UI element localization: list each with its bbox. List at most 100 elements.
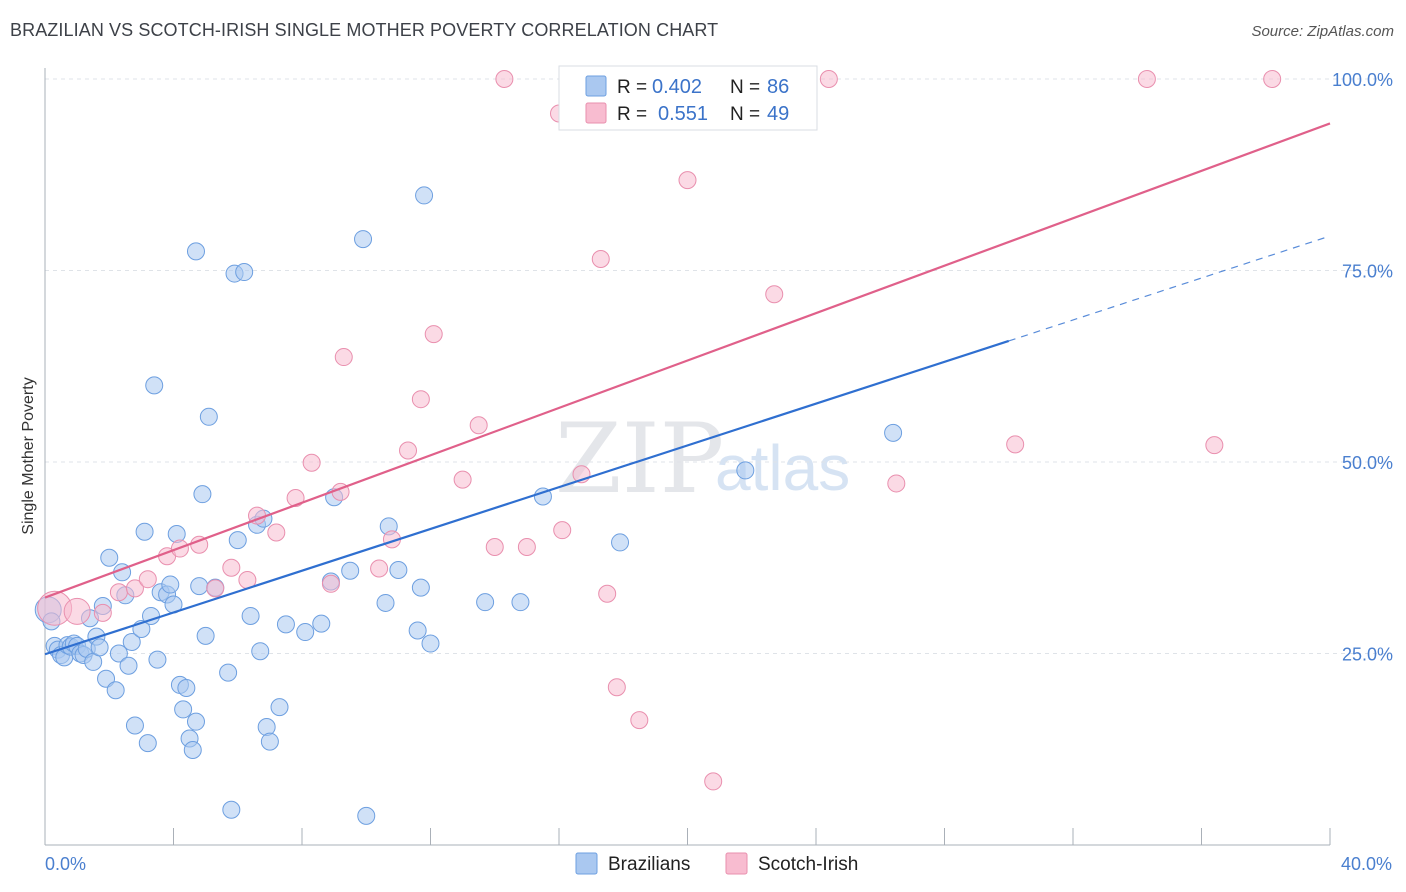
brazilians-point-32 — [148, 650, 167, 669]
trend-lines — [44, 122, 1331, 656]
scotch-irish-point-32 — [591, 250, 610, 269]
y-tick-label-25: 25.0% — [1342, 645, 1393, 665]
scotch-irish-point-19 — [370, 559, 389, 578]
scotch-irish-point-15 — [302, 453, 321, 472]
y-tick-label-50: 50.0% — [1342, 453, 1393, 473]
data-points — [34, 70, 1282, 825]
brazilians-point-29 — [138, 734, 157, 753]
brazilians-point-48 — [199, 407, 218, 426]
scotch-irish-point-24 — [453, 470, 472, 489]
y-tick-label-75: 75.0% — [1342, 262, 1393, 282]
legend-n-value-scotch-irish: 49 — [767, 103, 789, 125]
scotch-irish-point-45 — [1205, 436, 1224, 455]
brazilians-point-21 — [109, 644, 128, 663]
brazilians-point-24 — [119, 656, 138, 675]
brazilians-point-37 — [167, 525, 186, 544]
chart-source: Source: ZipAtlas.com — [1251, 23, 1394, 40]
legend-r-value-brazilians: 0.402 — [652, 76, 702, 98]
scotch-irish-point-3 — [109, 583, 128, 602]
brazilians-point-55 — [241, 606, 260, 625]
scotch-irish-point-5 — [138, 570, 157, 589]
scotch-irish-point-18 — [334, 348, 353, 367]
scotch-irish-point-4 — [125, 579, 144, 598]
brazilians-point-35 — [161, 575, 180, 594]
brazilians-point-74 — [411, 578, 430, 597]
scotch-irish-point-10 — [222, 558, 241, 577]
scotch-irish-point-40 — [765, 285, 784, 304]
legend-bottom: Brazilians Scotch-Irish — [575, 852, 858, 875]
scotch-irish-point-43 — [1006, 435, 1025, 454]
brazilians-point-75 — [421, 634, 440, 653]
brazilians-point-72 — [389, 561, 408, 580]
scotch-irish-point-14 — [286, 489, 305, 508]
x-tick-label-min: 0.0% — [45, 854, 86, 874]
brazilians-point-79 — [533, 487, 552, 506]
brazilians-point-76 — [415, 186, 434, 205]
scotch-irish-point-46 — [1263, 70, 1282, 88]
watermark-atlas: atlas — [715, 432, 850, 504]
brazilians-point-70 — [376, 593, 395, 612]
brazilians-point-59 — [257, 718, 276, 737]
brazilians-point-77 — [476, 593, 495, 612]
brazilians-point-43 — [186, 712, 205, 731]
brazilians-point-45 — [186, 242, 205, 261]
brazilians-point-31 — [145, 376, 164, 395]
bottom-legend-label-brazilians: Brazilians — [608, 854, 690, 875]
legend-top: R = 0.402 N = 86 R = 0.551 N = 49 — [558, 65, 818, 131]
brazilians-point-42 — [183, 741, 202, 760]
brazilians-point-44 — [190, 577, 209, 596]
legend-r-value-scotch-irish: 0.551 — [658, 103, 708, 125]
brazilians-point-53 — [228, 531, 247, 550]
scotch-irish-point-22 — [411, 390, 430, 409]
scotch-irish-point-41 — [819, 70, 838, 88]
legend-swatch-scotch-irish — [585, 102, 607, 124]
y-tick-labels: 25.0% 50.0% 75.0% 100.0% — [1332, 70, 1393, 665]
brazilians-point-57 — [251, 642, 270, 661]
brazilians-point-82 — [884, 423, 903, 442]
brazilians-point-68 — [354, 230, 373, 249]
brazilians-point-69 — [357, 806, 376, 825]
watermark-zip: ZIP — [555, 403, 724, 515]
bottom-legend-swatch-scotch-irish — [725, 852, 748, 875]
brazilians-point-54 — [235, 263, 254, 282]
brazilians-point-81 — [736, 461, 755, 480]
scotch-irish-point-21 — [399, 441, 418, 460]
scotch-irish-point-35 — [630, 711, 649, 730]
bottom-legend-swatch-brazilians — [575, 852, 598, 875]
legend-r-label-1: R = — [617, 77, 647, 98]
scotch-irish-point-30 — [553, 521, 572, 540]
y-tick-label-100: 100.0% — [1332, 70, 1393, 90]
brazilians-point-51 — [222, 800, 241, 819]
legend-swatch-brazilians — [585, 75, 607, 97]
scotch-irish-point-27 — [495, 70, 514, 88]
brazilians-point-18 — [97, 669, 116, 688]
scotch-irish-point-9 — [206, 579, 225, 598]
scotch-irish-point-34 — [607, 678, 626, 697]
brazilians-point-16 — [90, 638, 109, 657]
scotch-irish-point-2 — [93, 603, 112, 622]
brazilians-point-25 — [122, 633, 141, 652]
legend-n-value-brazilians: 86 — [767, 76, 789, 98]
scotch-irish-point-23 — [424, 325, 443, 344]
brazilians-point-50 — [219, 663, 238, 682]
scotch-irish-point-25 — [469, 416, 488, 435]
scotch-irish-point-33 — [598, 584, 617, 603]
chart-title: BRAZILIAN VS SCOTCH-IRISH SINGLE MOTHER … — [10, 20, 719, 40]
brazilians-point-67 — [341, 561, 360, 580]
brazilians-point-61 — [270, 698, 289, 717]
brazilians-point-63 — [296, 623, 315, 642]
scotch-irish-point-38 — [704, 772, 723, 791]
brazilians-point-39 — [174, 700, 193, 719]
brazilians-point-26 — [125, 716, 144, 735]
brazilians-point-64 — [312, 614, 331, 633]
brazilians-point-80 — [611, 533, 630, 552]
scotch-irish-point-37 — [678, 171, 697, 190]
bottom-legend-label-scotch-irish: Scotch-Irish — [758, 854, 858, 875]
brazilians-point-60 — [260, 732, 279, 751]
scotch-irish-point-13 — [267, 523, 286, 542]
scotch-irish-point-26 — [485, 538, 504, 557]
brazilians-point-19 — [100, 548, 119, 567]
scotch-irish-point-42 — [887, 474, 906, 493]
scotch-irish-point-28 — [517, 538, 536, 557]
